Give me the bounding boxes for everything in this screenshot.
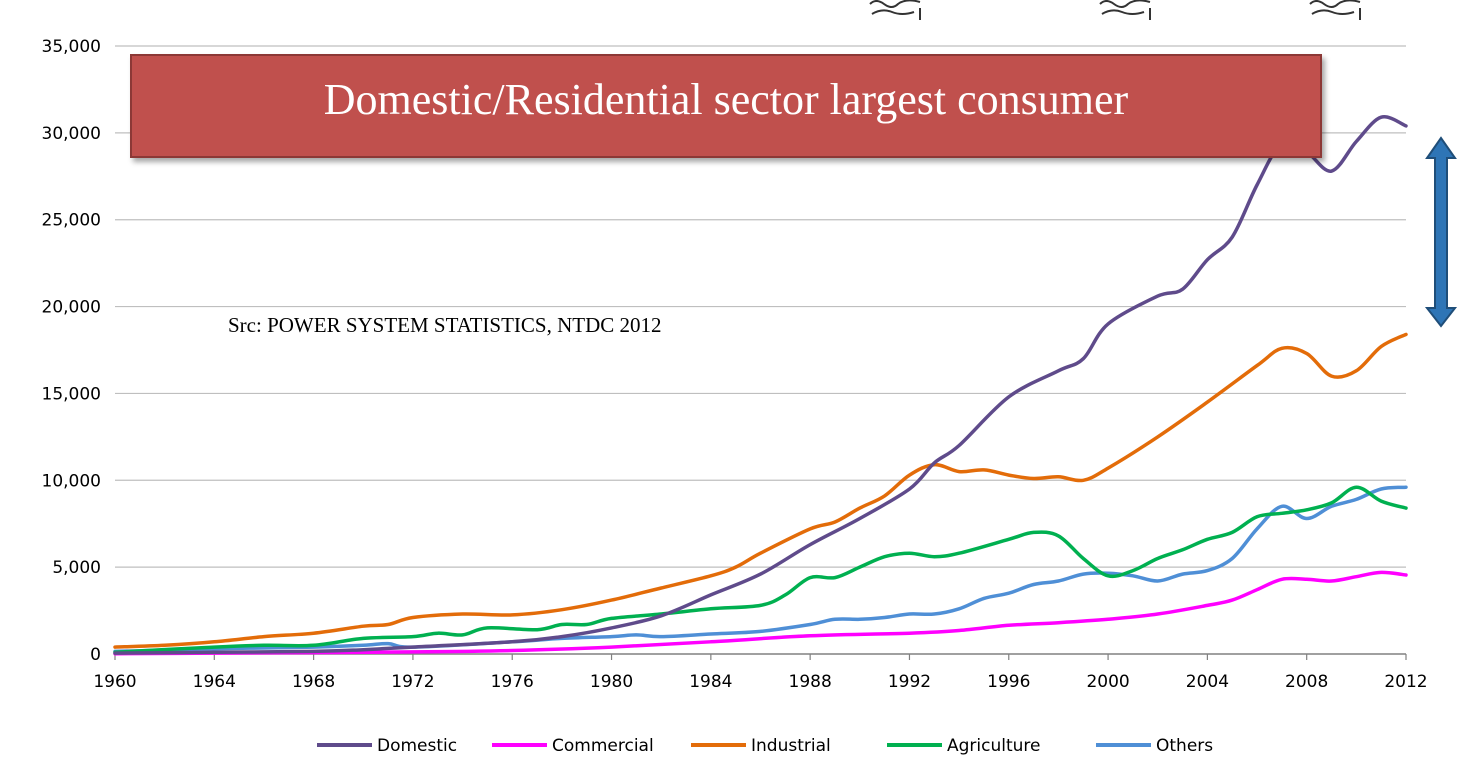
x-tick-label: 2000 [1086,672,1129,692]
legend-item-domestic: Domestic [317,736,457,756]
y-tick-label: 5,000 [52,558,101,578]
x-tick-label: 1964 [193,672,236,692]
source-note: Src: POWER SYSTEM STATISTICS, NTDC 2012 [228,313,662,337]
x-tick-label: 1996 [987,672,1030,692]
legend-item-others: Others [1096,736,1213,756]
y-tick-label: 35,000 [42,37,101,57]
series-line-commercial [113,570,1408,656]
x-tick-label: 2012 [1384,672,1427,692]
legend-label: Industrial [751,736,831,756]
double-arrow-icon [1424,136,1458,328]
x-tick-label: 1984 [689,672,732,692]
x-tick-label: 1972 [391,672,434,692]
x-tick-label: 1988 [789,672,832,692]
y-tick-label: 0 [90,645,101,665]
axes: 0 5,000 10,000 15,000 20,000 25,000 30,000 35,0… [42,37,1428,692]
title-banner: Domestic/Residential sector largest cons… [130,54,1322,158]
legend-item-industrial: Industrial [691,736,831,756]
x-tick-label: 2004 [1186,672,1229,692]
x-tick-label: 1968 [292,672,335,692]
x-tick-label: 2008 [1285,672,1328,692]
y-tick-label: 10,000 [42,471,101,491]
series-lines [113,115,1408,656]
y-tick-label: 30,000 [42,124,101,144]
x-tick-label: 1976 [491,672,534,692]
series-line-others [113,485,1408,654]
legend-label: Commercial [552,736,654,756]
y-tick-label: 20,000 [42,298,101,318]
series-line-industrial [113,332,1408,649]
series-line-agriculture [113,485,1408,655]
series-line-domestic [113,115,1408,655]
legend-item-commercial: Commercial [492,736,654,756]
banner-text: Domestic/Residential sector largest cons… [323,74,1129,124]
legend: Domestic Commercial Industrial Agriculture O… [317,736,1213,756]
x-tick-label: 1960 [93,672,136,692]
scroll-marks-icon [869,0,1361,20]
y-tick-label: 25,000 [42,211,101,231]
legend-item-agriculture: Agriculture [887,736,1041,756]
x-tick-label: 1980 [590,672,633,692]
x-tick-label: 1992 [888,672,931,692]
legend-label: Others [1156,736,1213,756]
y-tick-label: 15,000 [42,384,101,404]
legend-label: Agriculture [947,736,1041,756]
legend-label: Domestic [377,736,457,756]
